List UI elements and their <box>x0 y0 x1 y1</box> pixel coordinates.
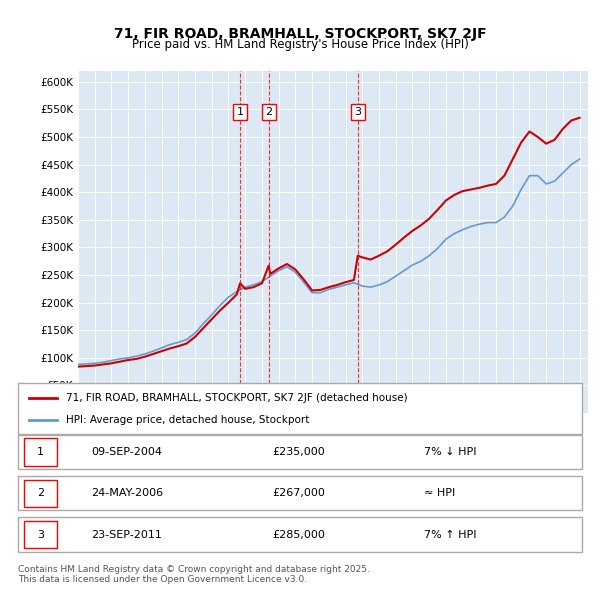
Text: 2: 2 <box>265 107 272 117</box>
Text: 71, FIR ROAD, BRAMHALL, STOCKPORT, SK7 2JF (detached house): 71, FIR ROAD, BRAMHALL, STOCKPORT, SK7 2… <box>66 392 407 402</box>
Text: 1: 1 <box>236 107 244 117</box>
FancyBboxPatch shape <box>18 384 582 434</box>
Text: 71, FIR ROAD, BRAMHALL, STOCKPORT, SK7 2JF: 71, FIR ROAD, BRAMHALL, STOCKPORT, SK7 2… <box>113 27 487 41</box>
FancyBboxPatch shape <box>23 521 58 548</box>
Text: Price paid vs. HM Land Registry's House Price Index (HPI): Price paid vs. HM Land Registry's House … <box>131 38 469 51</box>
Text: HPI: Average price, detached house, Stockport: HPI: Average price, detached house, Stoc… <box>66 415 310 425</box>
Text: 7% ↓ HPI: 7% ↓ HPI <box>424 447 476 457</box>
Text: £267,000: £267,000 <box>272 489 325 498</box>
Text: 09-SEP-2004: 09-SEP-2004 <box>91 447 163 457</box>
Text: £235,000: £235,000 <box>272 447 325 457</box>
Text: 23-SEP-2011: 23-SEP-2011 <box>91 530 162 539</box>
Text: 3: 3 <box>354 107 361 117</box>
Text: ≈ HPI: ≈ HPI <box>424 489 455 498</box>
Text: Contains HM Land Registry data © Crown copyright and database right 2025.
This d: Contains HM Land Registry data © Crown c… <box>18 565 370 584</box>
Text: 1: 1 <box>37 447 44 457</box>
FancyBboxPatch shape <box>23 480 58 507</box>
FancyBboxPatch shape <box>18 517 582 552</box>
Text: 3: 3 <box>37 530 44 539</box>
Text: 2: 2 <box>37 489 44 498</box>
FancyBboxPatch shape <box>23 438 58 466</box>
Text: 7% ↑ HPI: 7% ↑ HPI <box>424 530 476 539</box>
Text: 24-MAY-2006: 24-MAY-2006 <box>91 489 163 498</box>
FancyBboxPatch shape <box>18 476 582 510</box>
Text: £285,000: £285,000 <box>272 530 325 539</box>
FancyBboxPatch shape <box>18 435 582 469</box>
